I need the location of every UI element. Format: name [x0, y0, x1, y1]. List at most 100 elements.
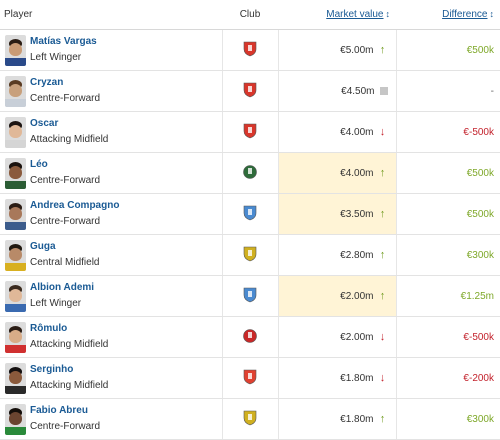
market-value[interactable]: €2.00m [340, 291, 374, 302]
sort-icon[interactable]: ↕ [489, 9, 495, 19]
red-white-crest-icon[interactable] [243, 82, 257, 101]
difference-value: - [490, 85, 494, 97]
club-cell [222, 193, 279, 235]
difference-cell: €-200k [396, 357, 500, 399]
market-value-cell: €4.00m ↑ [278, 152, 397, 194]
market-value[interactable]: €5.00m [340, 45, 374, 56]
red-shield-crest-icon[interactable] [243, 41, 257, 60]
market-value-cell: €4.50m [278, 70, 397, 112]
market-value-cell: €2.00m ↓ [278, 316, 397, 358]
header-difference[interactable]: Difference ↕ [396, 0, 500, 30]
sort-icon[interactable]: ↕ [385, 9, 391, 19]
club-cell [222, 111, 279, 153]
blue-shield-crest-icon[interactable] [243, 205, 257, 224]
market-value[interactable]: €1.80m [340, 414, 374, 425]
player-name-link[interactable]: Oscar [30, 118, 59, 129]
player-cell: Matías Vargas Left Winger [0, 29, 223, 71]
club-cell [222, 398, 279, 440]
table-row: Rômulo Attacking Midfield €2.00m ↓ €-500k [0, 316, 500, 358]
table-row: Andrea Compagno Centre-Forward €3.50m ↑ €500… [0, 193, 500, 235]
player-name-link[interactable]: Cryzan [30, 77, 64, 88]
yellow-green-crest-icon[interactable] [243, 246, 257, 265]
club-cell [222, 357, 279, 399]
player-name-link[interactable]: Guga [30, 241, 56, 252]
difference-cell: €-500k [396, 316, 500, 358]
market-value-cell: €5.00m ↑ [278, 29, 397, 71]
table-row: Guga Central Midfield €2.80m ↑ €300k [0, 234, 500, 276]
difference-cell: €500k [396, 152, 500, 194]
player-avatar[interactable] [5, 198, 26, 230]
difference-cell: €1.25m [396, 275, 500, 317]
player-name-link[interactable]: Léo [30, 159, 48, 170]
yellow-green-crest-icon[interactable] [243, 410, 257, 429]
no-change-icon [379, 86, 388, 95]
table-row: Cryzan Centre-Forward €4.50m - [0, 70, 500, 112]
player-cell: Cryzan Centre-Forward [0, 70, 223, 112]
market-value[interactable]: €1.80m [340, 373, 374, 384]
market-value[interactable]: €4.50m [341, 85, 375, 97]
market-value[interactable]: €2.80m [340, 250, 374, 261]
player-avatar[interactable] [5, 34, 26, 66]
arrow-up-icon: ↑ [379, 413, 386, 425]
market-value[interactable]: €3.50m [340, 209, 374, 220]
player-avatar[interactable] [5, 280, 26, 312]
difference-cell: €-500k [396, 111, 500, 153]
player-position: Centre-Forward [30, 216, 101, 227]
arrow-up-icon: ↑ [379, 208, 386, 220]
difference-cell: - [396, 70, 500, 112]
player-name-link[interactable]: Fabio Abreu [30, 405, 88, 416]
club-cell [222, 152, 279, 194]
arrow-up-icon: ↑ [379, 167, 386, 179]
player-avatar[interactable] [5, 362, 26, 394]
difference-value: €-500k [463, 126, 494, 138]
player-name-link[interactable]: Rômulo [30, 323, 68, 334]
market-value-cell: €4.00m ↓ [278, 111, 397, 153]
red-shield-crest-icon[interactable] [243, 123, 257, 142]
player-cell: Albion Ademi Left Winger [0, 275, 223, 317]
player-position: Centre-Forward [30, 93, 101, 104]
player-avatar[interactable] [5, 116, 26, 148]
club-cell [222, 29, 279, 71]
market-value[interactable]: €4.00m [340, 168, 374, 179]
table-row: Oscar Attacking Midfield €4.00m ↓ €-500k [0, 111, 500, 153]
player-name-link[interactable]: Serginho [30, 364, 74, 375]
market-value[interactable]: €2.00m [340, 332, 374, 343]
sort-difference-link[interactable]: Difference [442, 9, 488, 20]
arrow-down-icon: ↓ [379, 331, 386, 343]
difference-value: €-500k [463, 331, 494, 343]
player-name-link[interactable]: Albion Ademi [30, 282, 95, 293]
player-avatar[interactable] [5, 239, 26, 271]
table-row: Albion Ademi Left Winger €2.00m ↑ €1.25m [0, 275, 500, 317]
market-value[interactable]: €4.00m [340, 127, 374, 138]
difference-value: €500k [466, 208, 494, 220]
header-player: Player [0, 0, 222, 30]
header-market-value[interactable]: Market value ↕ [278, 0, 396, 30]
player-avatar[interactable] [5, 403, 26, 435]
player-position: Centre-Forward [30, 175, 101, 186]
player-avatar[interactable] [5, 321, 26, 353]
blue-shield-crest-icon[interactable] [243, 287, 257, 306]
difference-value: €500k [466, 44, 494, 56]
sort-market-value-link[interactable]: Market value [326, 9, 384, 20]
table-header-row: Player Club Market value ↕ Difference ↕ [0, 0, 500, 30]
difference-value: €1.25m [460, 290, 494, 302]
player-cell: Léo Centre-Forward [0, 152, 223, 194]
red-tall-crest-icon[interactable] [243, 369, 257, 388]
club-cell [222, 70, 279, 112]
market-value-cell: €1.80m ↓ [278, 357, 397, 399]
club-cell [222, 234, 279, 276]
player-cell: Andrea Compagno Centre-Forward [0, 193, 223, 235]
table-row: Fabio Abreu Centre-Forward €1.80m ↑ €300k [0, 398, 500, 440]
market-value-cell: €2.80m ↑ [278, 234, 397, 276]
arrow-down-icon: ↓ [379, 126, 386, 138]
green-round-crest-icon[interactable] [243, 164, 257, 183]
difference-value: €300k [466, 413, 494, 425]
player-avatar[interactable] [5, 75, 26, 107]
arrow-up-icon: ↑ [379, 44, 386, 56]
player-avatar[interactable] [5, 157, 26, 189]
player-cell: Guga Central Midfield [0, 234, 223, 276]
red-round-crest-icon[interactable] [243, 328, 257, 347]
player-name-link[interactable]: Andrea Compagno [30, 200, 120, 211]
difference-value: €300k [466, 249, 494, 261]
player-name-link[interactable]: Matías Vargas [30, 36, 97, 47]
